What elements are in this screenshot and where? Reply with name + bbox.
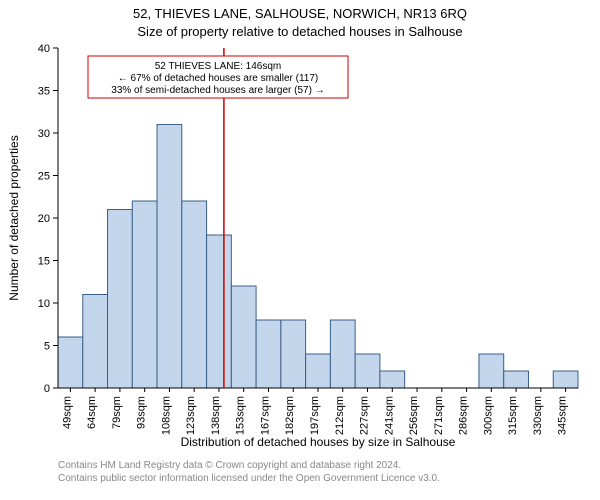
chart-title-address: 52, THIEVES LANE, SALHOUSE, NORWICH, NR1… — [0, 6, 600, 21]
chart-container: { "title_line_top": "52, THIEVES LANE, S… — [0, 0, 600, 500]
svg-text:93sqm: 93sqm — [136, 396, 148, 429]
svg-text:271sqm: 271sqm — [433, 396, 445, 435]
svg-text:241sqm: 241sqm — [383, 396, 395, 435]
svg-text:49sqm: 49sqm — [61, 396, 73, 429]
svg-text:15: 15 — [38, 256, 50, 268]
svg-text:345sqm: 345sqm — [557, 396, 569, 435]
svg-text:52 THIEVES LANE: 146sqm: 52 THIEVES LANE: 146sqm — [155, 61, 282, 72]
svg-text:5: 5 — [44, 341, 50, 353]
svg-text:212sqm: 212sqm — [334, 396, 346, 435]
chart-footer: Contains HM Land Registry data © Crown c… — [58, 460, 440, 485]
svg-text:Distribution of detached house: Distribution of detached houses by size … — [181, 435, 456, 449]
svg-text:30: 30 — [38, 128, 50, 140]
svg-text:79sqm: 79sqm — [111, 396, 123, 429]
svg-text:Number of detached properties: Number of detached properties — [7, 135, 21, 300]
svg-text:35: 35 — [38, 86, 50, 98]
svg-text:10: 10 — [38, 298, 50, 310]
svg-text:138sqm: 138sqm — [210, 396, 222, 435]
svg-text:25: 25 — [38, 171, 50, 183]
svg-text:330sqm: 330sqm — [532, 396, 544, 435]
footer-line-2: Contains public sector information licen… — [58, 473, 440, 486]
svg-text:167sqm: 167sqm — [259, 396, 271, 435]
svg-text:315sqm: 315sqm — [507, 396, 519, 435]
svg-text:256sqm: 256sqm — [408, 396, 420, 435]
svg-text:123sqm: 123sqm — [185, 396, 197, 435]
svg-text:20: 20 — [38, 213, 50, 225]
svg-text:← 67% of detached houses are s: ← 67% of detached houses are smaller (11… — [118, 73, 318, 84]
svg-text:227sqm: 227sqm — [359, 396, 371, 435]
svg-text:0: 0 — [44, 383, 50, 395]
chart-title-subtitle: Size of property relative to detached ho… — [0, 24, 600, 39]
svg-text:33% of semi-detached houses ar: 33% of semi-detached houses are larger (… — [111, 85, 324, 96]
svg-text:300sqm: 300sqm — [482, 396, 494, 435]
svg-text:40: 40 — [38, 43, 50, 55]
svg-text:64sqm: 64sqm — [86, 396, 98, 429]
svg-text:197sqm: 197sqm — [309, 396, 321, 435]
svg-text:108sqm: 108sqm — [160, 396, 172, 435]
svg-text:182sqm: 182sqm — [284, 396, 296, 435]
footer-line-1: Contains HM Land Registry data © Crown c… — [58, 460, 440, 473]
svg-text:286sqm: 286sqm — [458, 396, 470, 435]
svg-text:153sqm: 153sqm — [235, 396, 247, 435]
histogram-chart: 0 5 10 15 20 25 30 35 40 49sqm 64sqm 79sqm 93sqm 108s… — [0, 0, 600, 500]
